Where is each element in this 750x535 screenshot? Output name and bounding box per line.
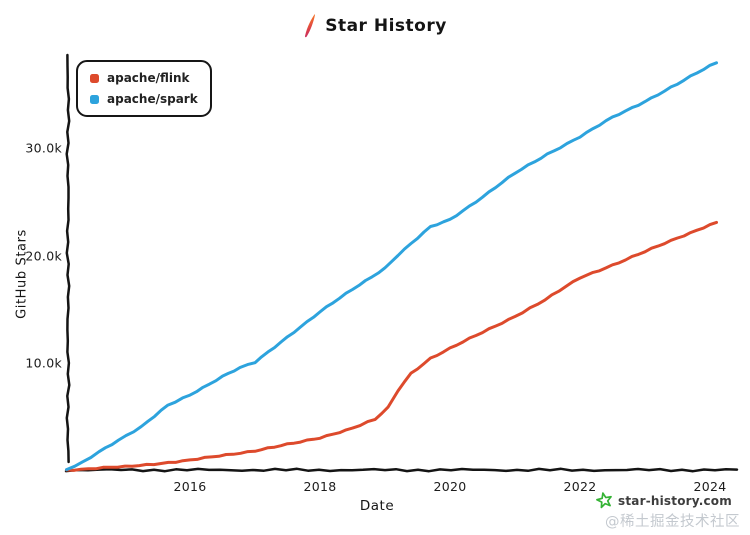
y-tick-20k: 20.0k [25, 248, 62, 264]
x-axis-label: Date [359, 498, 395, 514]
green-star-icon [596, 492, 612, 509]
legend-label-spark: apache/spark [107, 92, 198, 106]
page-title: Star History [325, 16, 447, 36]
x-tick-2024: 2024 [693, 479, 727, 494]
spark-color-swatch [90, 94, 99, 104]
y-tick-30k: 30.0k [25, 140, 62, 156]
x-tick-2016: 2016 [173, 479, 207, 494]
chart-title-row: Star History [0, 13, 750, 39]
watermark-text: @稀土掘金技术社区 [605, 514, 740, 530]
flink-color-swatch [90, 73, 99, 83]
x-tick-2018: 2018 [303, 479, 337, 494]
brand-url[interactable]: star-history.com [618, 493, 732, 508]
star-history-brand[interactable]: star-history.com [596, 492, 732, 509]
y-axis-label: GitHub Stars [14, 229, 30, 319]
y-tick-10k: 10.0k [25, 355, 62, 371]
legend-item-spark: apache/spark [90, 92, 198, 106]
legend: apache/flink apache/spark [76, 60, 212, 117]
legend-label-flink: apache/flink [107, 71, 190, 85]
x-tick-2020: 2020 [433, 479, 467, 494]
legend-item-flink: apache/flink [90, 71, 198, 85]
x-tick-2022: 2022 [563, 479, 597, 494]
feather-logo-icon [305, 14, 316, 38]
